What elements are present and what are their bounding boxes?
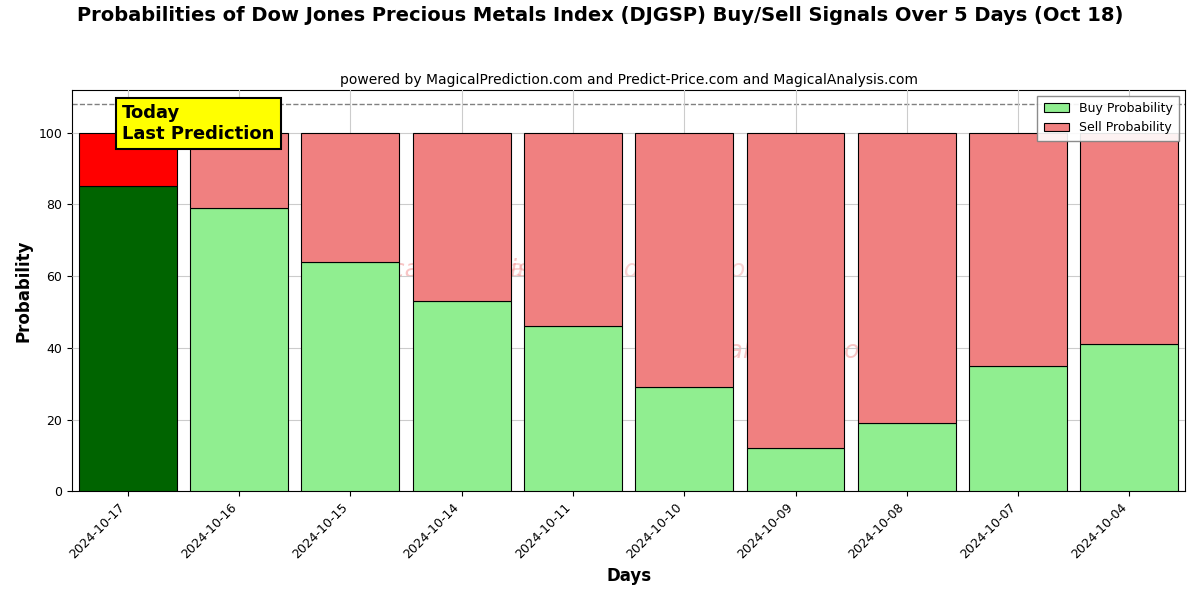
Bar [858,133,955,423]
Bar [413,133,511,301]
Bar [970,366,1067,491]
Title: powered by MagicalPrediction.com and Predict-Price.com and MagicalAnalysis.com: powered by MagicalPrediction.com and Pre… [340,73,918,87]
Bar [746,133,845,448]
Bar [301,133,400,262]
Bar [1080,133,1178,344]
Bar [79,133,176,187]
Legend: Buy Probability, Sell Probability: Buy Probability, Sell Probability [1037,96,1178,140]
Bar [413,301,511,491]
Y-axis label: Probability: Probability [16,239,34,341]
Bar [635,133,733,387]
Bar [1080,344,1178,491]
Bar [79,187,176,491]
Bar [190,133,288,208]
Text: MagicalPrediction.com: MagicalPrediction.com [654,338,937,362]
Bar [858,423,955,491]
Text: Today
Last Prediction: Today Last Prediction [122,104,275,143]
Bar [746,448,845,491]
Bar [190,208,288,491]
Bar [635,387,733,491]
Bar [970,133,1067,366]
Bar [524,133,622,326]
Text: Probabilities of Dow Jones Precious Metals Index (DJGSP) Buy/Sell Signals Over 5: Probabilities of Dow Jones Precious Meta… [77,6,1123,25]
Text: MagicalPrediction.com: MagicalPrediction.com [487,259,770,283]
Bar [301,262,400,491]
Bar [524,326,622,491]
X-axis label: Days: Days [606,567,652,585]
Text: MagicalAnalysis.com: MagicalAnalysis.com [331,259,592,283]
